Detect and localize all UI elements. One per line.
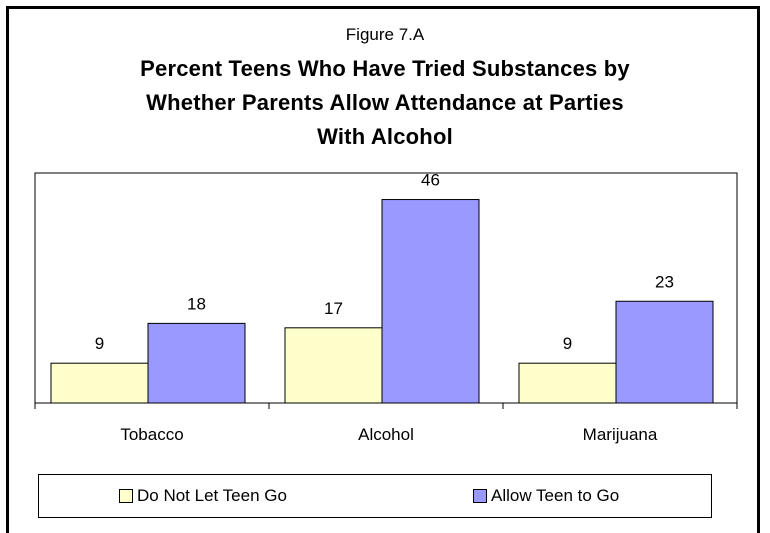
chart-title-line-3: With Alcohol	[317, 124, 453, 149]
chart-title-line-1: Percent Teens Who Have Tried Substances …	[140, 56, 630, 81]
data-label: 46	[421, 171, 440, 190]
bar-alcohol-series-2	[381, 199, 480, 404]
data-label: 9	[95, 334, 104, 353]
bar-tobacco-series-2	[147, 322, 246, 404]
legend-label-series-2: Allow Teen to Go	[491, 486, 620, 505]
data-label: 9	[563, 334, 572, 353]
bar-tobacco-series-1	[50, 362, 149, 404]
bar-alcohol-series-1	[284, 327, 383, 404]
x-tick-label-alcohol: Alcohol	[358, 425, 414, 444]
legend-label-series-1: Do Not Let Teen Go	[137, 486, 287, 505]
legend-item-series-2: Allow Teen to Go	[473, 486, 619, 506]
bar-marijuana-series-1	[518, 362, 617, 404]
bar-marijuana-series-2	[615, 300, 714, 404]
x-tick-label-tobacco: Tobacco	[120, 425, 183, 444]
data-label: 17	[324, 299, 343, 318]
legend-swatch-series-1	[119, 489, 133, 503]
legend-item-series-1: Do Not Let Teen Go	[119, 486, 287, 506]
data-label: 18	[187, 294, 206, 313]
figure-label: Figure 7.A	[345, 25, 425, 44]
chart-title-line-2: Whether Parents Allow Attendance at Part…	[146, 90, 624, 115]
data-label: 23	[655, 272, 674, 291]
legend: Do Not Let Teen Go Allow Teen to Go	[38, 474, 712, 518]
legend-swatch-series-2	[473, 489, 487, 503]
x-tick-label-marijuana: Marijuana	[583, 425, 658, 444]
